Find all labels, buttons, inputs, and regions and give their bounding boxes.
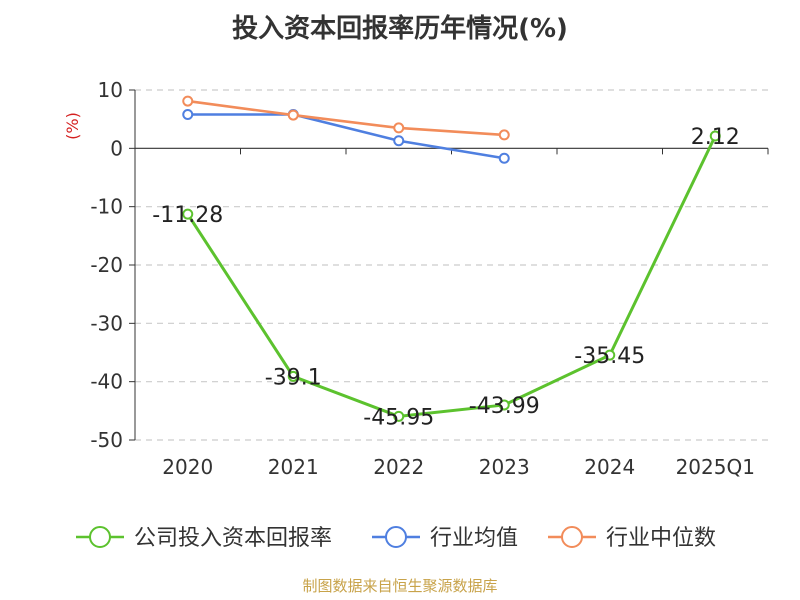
series-line-industry_avg	[187, 113, 505, 160]
y-tick-label: -20	[90, 253, 123, 277]
data-point-industry_median	[182, 95, 194, 107]
source-note: 制图数据来自恒生聚源数据库	[302, 577, 498, 595]
y-tick-label: -40	[90, 370, 123, 394]
data-label: 2.12	[691, 125, 740, 150]
legend: 公司投入资本回报率 行业均值 行业中位数	[76, 526, 716, 551]
data-label: -39.1	[265, 365, 322, 390]
chart-title: 投入资本回报率历年情况(%)	[232, 14, 568, 44]
data-point-industry_median	[498, 129, 510, 141]
series-line-company	[186, 135, 717, 418]
y-tick-label: 10	[98, 78, 123, 102]
series-layer	[182, 95, 721, 422]
y-tick-label: -30	[90, 311, 123, 335]
legend-label-company: 公司投入资本回报率	[134, 526, 332, 551]
series-line-industry_median	[187, 99, 505, 137]
x-tick-label: 2025Q1	[676, 455, 755, 479]
data-point-company	[498, 399, 510, 411]
legend-swatch-marker-industry_avg	[385, 526, 407, 548]
data-point-company	[709, 130, 721, 142]
y-tick-label: -50	[90, 428, 123, 452]
legend-label-industry_median: 行业中位数	[606, 526, 716, 551]
data-point-industry_avg	[393, 135, 405, 147]
y-tick-label: -10	[90, 195, 123, 219]
x-tick-label: 2024	[584, 455, 635, 479]
legend-label-industry_avg: 行业均值	[430, 526, 518, 551]
data-label: -43.99	[469, 394, 540, 419]
legend-swatch-marker-industry_median	[561, 526, 583, 548]
data-point-industry_median	[287, 109, 299, 121]
y-axis-unit-label: (%)	[63, 112, 82, 140]
axis-layer: 10 0 -10 -20 -30 -40 -50 2020 2021 2022 2023 2024 20…	[63, 78, 769, 479]
data-point-company	[182, 208, 194, 220]
legend-swatch-marker-company	[89, 526, 111, 548]
grid-layer	[135, 89, 768, 441]
data-label: -11.28	[152, 203, 223, 228]
data-label: -35.45	[574, 344, 645, 369]
y-tick-label: 0	[110, 136, 123, 160]
x-tick-label: 2022	[373, 455, 424, 479]
data-point-industry_median	[393, 122, 405, 134]
data-point-industry_avg	[498, 152, 510, 164]
data-point-company	[287, 370, 299, 382]
x-tick-label: 2020	[162, 455, 213, 479]
data-label-layer: -11.28 -39.1 -45.95 -43.99 -35.45 2.12	[152, 125, 739, 430]
data-point-company	[393, 410, 405, 422]
x-tick-label: 2021	[268, 455, 319, 479]
data-point-company	[604, 349, 616, 361]
x-tick-label: 2023	[479, 455, 530, 479]
data-point-industry_avg	[182, 109, 194, 120]
data-label: -45.95	[363, 405, 434, 430]
